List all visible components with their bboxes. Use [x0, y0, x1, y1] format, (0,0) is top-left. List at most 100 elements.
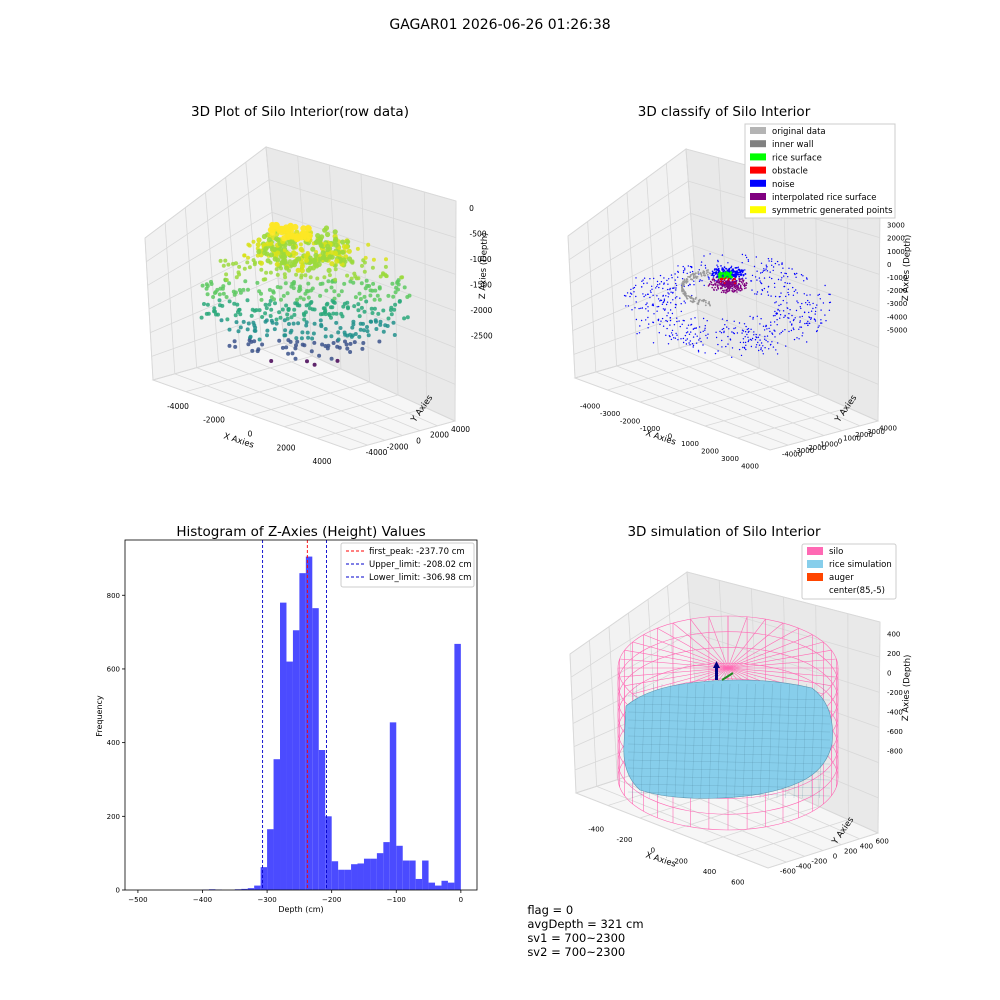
chart2-point-noise: [652, 321, 654, 323]
chart2-point-noise: [629, 295, 631, 298]
chart1-point: [383, 323, 388, 328]
chart2-point-noise: [765, 264, 767, 266]
chart2-point-noise: [755, 346, 757, 348]
chart2-point-noise: [815, 330, 818, 333]
chart2-point-noise: [661, 317, 664, 320]
chart2-point-interpolated: [730, 285, 732, 288]
chart1-point: [372, 297, 377, 302]
chart2-point-noise: [777, 342, 779, 344]
chart2-point-noise: [653, 313, 655, 315]
chart1-point: [343, 244, 350, 250]
chart1-point: [247, 265, 252, 270]
chart2-point-noise: [781, 263, 783, 265]
chart2-point-noise: [770, 343, 772, 346]
chart2-point-noise: [691, 270, 694, 273]
chart1-point: [221, 284, 226, 289]
chart1-z-ticks: 0 -500 -1000 -1500 -2000 -2500: [469, 204, 493, 341]
chart2-legend-swatch: [750, 140, 766, 148]
chart2-point-noise: [739, 273, 742, 276]
chart2-point-noise: [682, 271, 685, 274]
chart2-point-noise: [672, 292, 674, 294]
chart4-rice-mesh: [666, 683, 671, 799]
chart4-xlabel: X Axies: [644, 850, 677, 869]
chart1-point: [278, 315, 283, 320]
chart2-point-noise: [789, 321, 791, 323]
chart2-point-noise: [741, 262, 743, 264]
chart2-point-noise: [669, 317, 671, 319]
chart2-point-noise: [675, 289, 677, 291]
chart3-y-tick-label: 400: [107, 739, 120, 747]
chart3-histogram: −500 −400 −300 −200 −100 0 0 200 400 600 800 Dept…: [95, 539, 478, 914]
chart2-point-noise: [746, 328, 748, 331]
chart2-point-noise: [649, 278, 651, 280]
chart2-point-noise: [736, 332, 739, 334]
chart2-point-noise: [809, 322, 811, 325]
chart3-bar: [389, 722, 397, 890]
chart1-point: [305, 330, 310, 335]
chart3-bar: [260, 867, 268, 890]
chart2-point-noise: [721, 267, 724, 269]
chart2-point-noise: [661, 303, 664, 305]
chart1-point: [348, 350, 353, 354]
chart2-point-interpolated: [729, 287, 732, 289]
chart1-point: [303, 257, 310, 263]
chart2-point-noise: [756, 315, 758, 317]
chart2-point-noise: [672, 299, 674, 301]
chart2-point-noise: [810, 318, 812, 320]
chart2-point-noise: [778, 304, 780, 307]
chart4-rice-mesh: [627, 759, 831, 765]
chart2-point-noise: [706, 320, 708, 322]
chart1-point: [302, 313, 307, 318]
chart2-point-noise: [771, 277, 773, 280]
chart2-point-noise: [793, 290, 795, 293]
chart2-y-tick: -4000: [782, 450, 802, 458]
chart4-rice-mesh: [627, 735, 831, 741]
chart1-point: [348, 341, 353, 346]
chart2-point-noise: [670, 274, 673, 276]
chart2-point-noise: [655, 287, 657, 289]
chart1-point: [233, 290, 238, 295]
chart2-point-wall: [683, 291, 686, 294]
chart1-point: [375, 293, 380, 298]
chart1-point: [384, 257, 388, 262]
chart1-point: [339, 311, 344, 316]
chart2-point-noise: [726, 326, 728, 328]
chart2-x-tick: 2000: [701, 447, 719, 455]
chart2-point-noise: [747, 328, 750, 330]
chart2-point-noise: [694, 333, 697, 335]
chart2-legend-box: [744, 123, 896, 219]
chart2-point-noise: [769, 271, 771, 273]
chart2-legend-swatch: [750, 153, 766, 161]
chart2-point-noise: [745, 325, 747, 328]
chart1-point: [255, 280, 260, 285]
chart2-point-noise: [787, 317, 789, 319]
chart4-auger-shaft: [715, 666, 718, 680]
chart2-point-noise: [766, 335, 769, 337]
chart1-point: [221, 263, 226, 268]
chart1-point: [236, 270, 241, 275]
chart2-x-tick: 4000: [741, 462, 759, 470]
chart1-point: [363, 286, 368, 291]
chart2-point-noise: [639, 325, 641, 327]
chart1-point: [248, 334, 253, 339]
chart1-point: [257, 337, 262, 342]
chart2-point-noise: [657, 284, 659, 286]
chart2-point-noise: [783, 316, 785, 319]
chart2-point-noise: [641, 280, 643, 282]
chart1-point: [284, 230, 291, 238]
chart1-point: [360, 346, 365, 351]
chart2-point-noise: [645, 319, 647, 321]
chart2-point-noise: [740, 269, 743, 272]
chart1-point: [260, 342, 265, 347]
chart3-y-tick-label: 600: [107, 665, 120, 673]
chart2-point-noise: [652, 342, 655, 344]
chart4-silo-spoke: [672, 622, 729, 669]
chart1-point: [318, 318, 323, 323]
chart1-point: [312, 307, 317, 312]
chart2-point-noise: [761, 271, 763, 274]
chart2-point-noise: [765, 339, 767, 342]
chart2-point-rice: [726, 276, 729, 279]
chart2-point-noise: [704, 264, 706, 267]
chart2-point-noise: [770, 321, 772, 323]
